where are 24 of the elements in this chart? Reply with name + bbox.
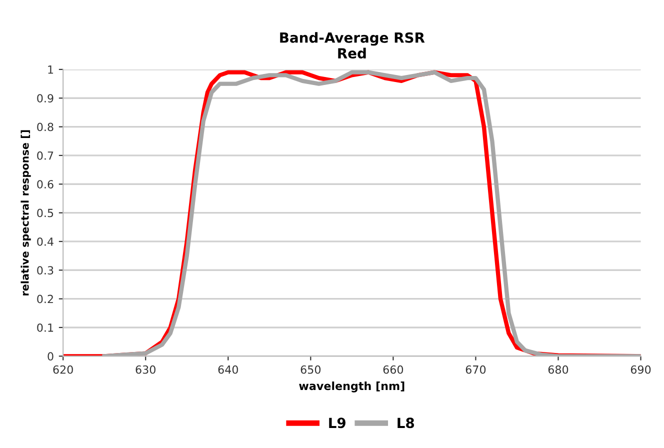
legend-label: L9 — [329, 418, 346, 428]
y-tick-label: 0.9 — [37, 94, 54, 102]
y-tick-label: 0 — [48, 352, 54, 361]
x-tick-label: 690 — [630, 365, 651, 374]
x-tick-label: 630 — [136, 365, 156, 374]
y-tick-label: 0.1 — [37, 323, 54, 332]
y-tick-label: 1 — [48, 66, 54, 74]
chart-title: Band-Average RSR Red — [280, 32, 425, 59]
y-tick-label: 0.2 — [37, 294, 53, 304]
y-tick-label: 0.3 — [37, 266, 54, 275]
y-tick-label: 0.4 — [37, 237, 54, 246]
y-tick-label: 0.6 — [37, 180, 54, 189]
y-axis-title: relative spectral response [] — [20, 130, 31, 296]
y-tick-label: 0.5 — [37, 208, 54, 218]
x-tick-label: 620 — [53, 365, 73, 374]
x-tick-label: 670 — [466, 365, 486, 374]
x-tick-label: 650 — [300, 365, 321, 374]
x-axis-title: wavelength [nm] — [299, 381, 404, 392]
x-tick-label: 680 — [548, 365, 568, 374]
legend-label: L8 — [398, 418, 414, 428]
x-tick-label: 640 — [218, 365, 238, 374]
x-tick-label: 660 — [383, 365, 404, 374]
y-tick-label: 0.7 — [37, 151, 54, 160]
y-tick-label: 0.8 — [37, 122, 54, 132]
